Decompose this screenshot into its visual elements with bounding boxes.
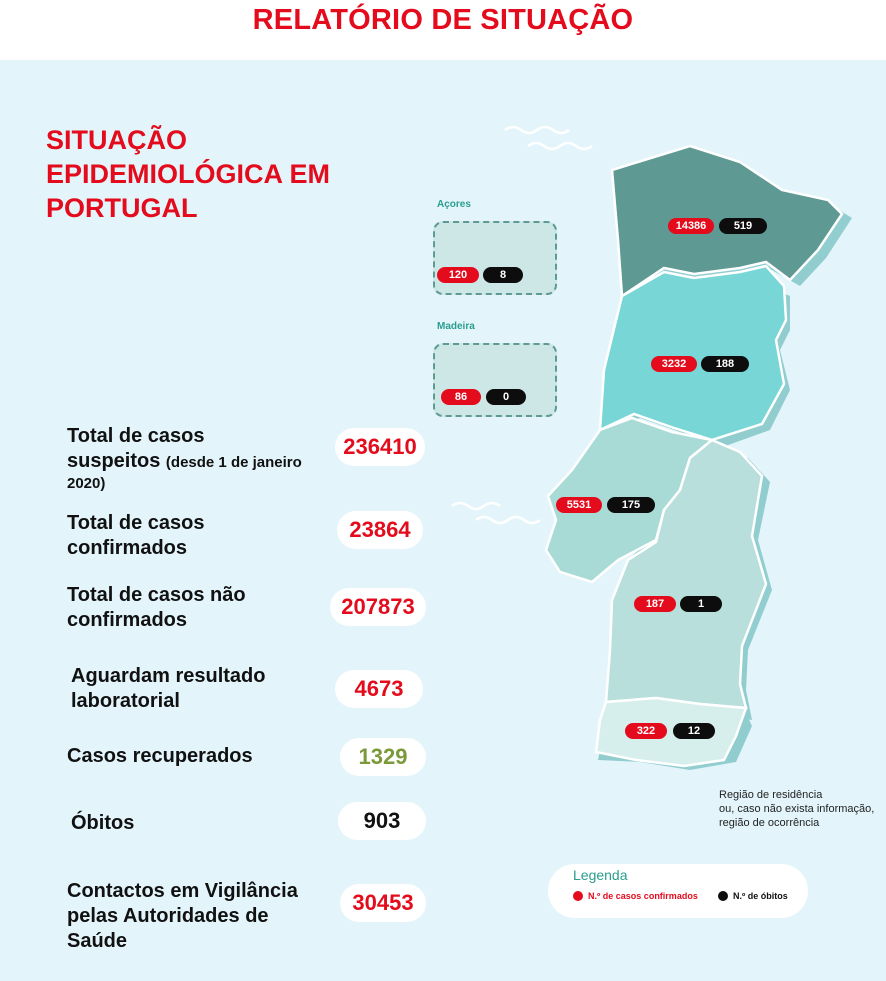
note-line: região de ocorrência [719, 817, 820, 829]
section-title-line: SITUAÇÃO [46, 125, 187, 155]
acores-label: Açores [437, 199, 471, 210]
stat-label-line: Total de casos [67, 512, 205, 534]
note-line: Região de residência [719, 789, 823, 801]
madeira-inset [433, 343, 557, 417]
legend: Legenda N.º de casos confirmados N.º de … [548, 864, 808, 918]
stat-confirmados-label: Total de casos confirmados [67, 511, 204, 561]
red-dot-icon [573, 891, 583, 901]
note-line: ou, caso não exista informação, [719, 803, 875, 815]
stat-label-note: (desde 1 de janeiro [165, 454, 302, 471]
acores-inset [433, 221, 557, 295]
alentejo-deaths-badge: 1 [680, 596, 722, 612]
stat-label-line: confirmados [67, 609, 188, 631]
stat-label-line: Total de casos [67, 425, 205, 447]
acores-cases-badge: 120 [437, 267, 479, 283]
section-title: SITUAÇÃO EPIDEMIOLÓGICA EM PORTUGAL [46, 123, 376, 225]
report-title: RELATÓRIO DE SITUAÇÃO [252, 4, 634, 36]
legend-deaths-label: N.º de óbitos [733, 891, 788, 901]
section-title-line: PORTUGAL [46, 193, 198, 223]
region-centro [598, 264, 788, 442]
stat-recuperados-value: 1329 [340, 738, 426, 776]
centro-cases-badge: 3232 [651, 356, 697, 372]
stat-label-line: laboratorial [71, 690, 180, 712]
stat-aguardam-label: Aguardam resultado laboratorial [71, 664, 265, 714]
black-dot-icon [718, 891, 728, 901]
stat-label-note: 2020) [67, 475, 106, 492]
stat-label-line: Aguardam resultado [71, 665, 266, 687]
centro-deaths-badge: 188 [701, 356, 749, 372]
stat-aguardam-value: 4673 [335, 670, 423, 708]
stat-label-line: suspeitos [67, 450, 161, 472]
stat-contactos-label: Contactos em Vigilância pelas Autoridade… [67, 879, 298, 954]
stat-recuperados-label: Casos recuperados [67, 745, 253, 767]
map-note: Região de residência ou, caso não exista… [719, 788, 874, 830]
alentejo-cases-badge: 187 [634, 596, 676, 612]
stat-label-line: Contactos em Vigilância [67, 880, 298, 902]
region-algarve [594, 696, 748, 768]
madeira-label: Madeira [437, 321, 475, 332]
section-title-line: EPIDEMIOLÓGICA EM [46, 159, 331, 189]
stat-contactos-value: 30453 [340, 884, 426, 922]
algarve-deaths-badge: 12 [673, 723, 715, 739]
stat-label-line: pelas Autoridades de [67, 905, 269, 927]
stat-label-line: Total de casos não [67, 584, 246, 606]
stat-label-line: Saúde [67, 930, 128, 952]
lisboa-cases-badge: 5531 [556, 497, 602, 513]
stat-obitos-label: Óbitos [71, 812, 135, 834]
madeira-deaths-badge: 0 [486, 389, 526, 405]
stat-suspeitos-value: 236410 [335, 428, 425, 466]
lisboa-deaths-badge: 175 [607, 497, 655, 513]
stat-confirmados-value: 23864 [337, 511, 423, 549]
algarve-cases-badge: 322 [625, 723, 667, 739]
wave-decoration [451, 125, 593, 525]
acores-deaths-badge: 8 [483, 267, 523, 283]
legend-cases-label: N.º de casos confirmados [588, 891, 698, 901]
stat-obitos-value: 903 [338, 802, 426, 840]
stat-suspeitos-label: Total de casos suspeitos (desde 1 de jan… [67, 424, 302, 493]
norte-cases-badge: 14386 [668, 218, 714, 234]
stat-label-line: confirmados [67, 537, 188, 559]
stat-nao-confirmados-label: Total de casos não confirmados [67, 583, 246, 633]
madeira-cases-badge: 86 [441, 389, 481, 405]
legend-title: Legenda [573, 867, 628, 883]
norte-deaths-badge: 519 [719, 218, 767, 234]
stat-nao-confirmados-value: 207873 [330, 588, 426, 626]
